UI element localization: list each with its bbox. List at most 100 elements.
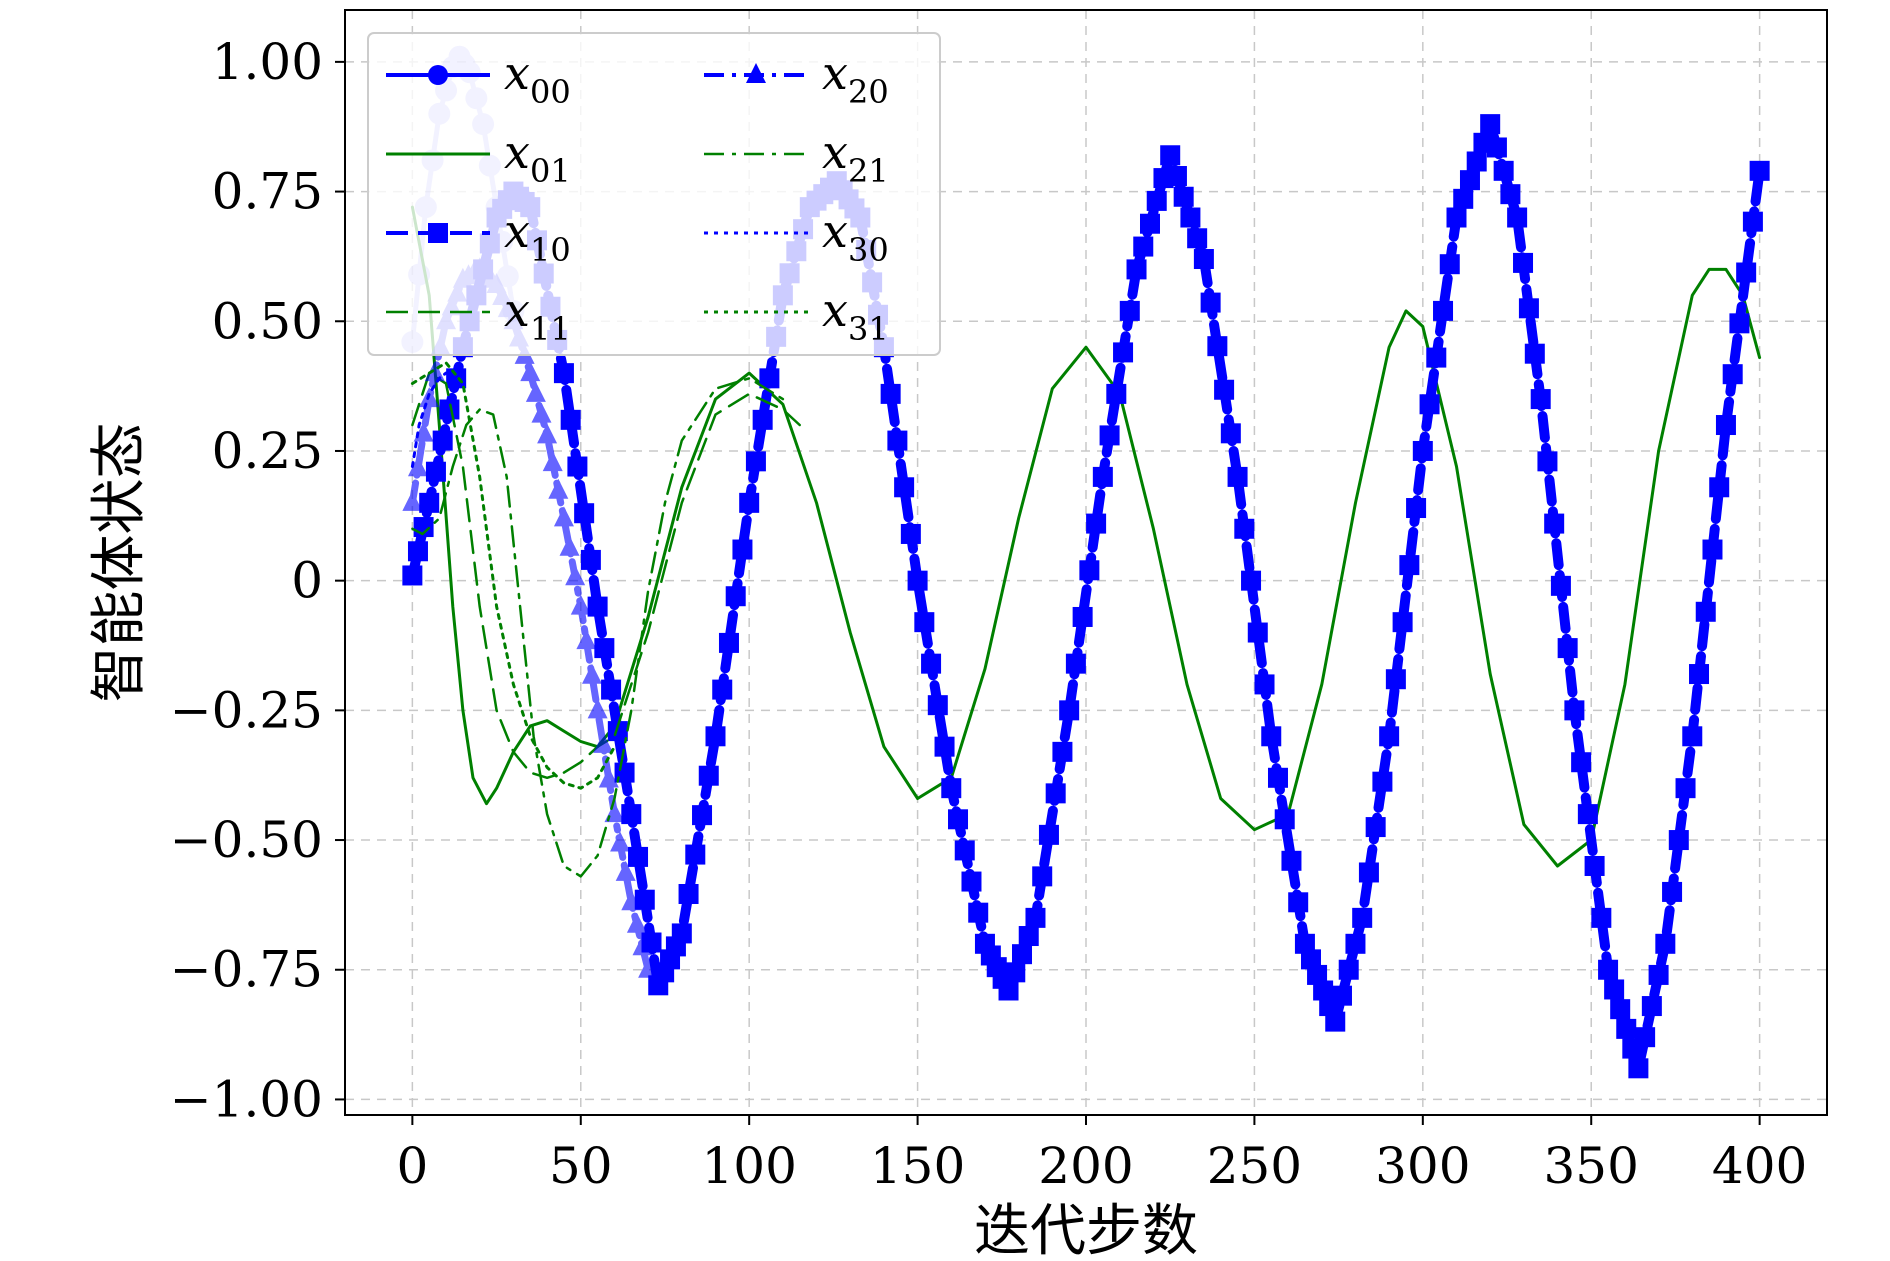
series-x10-marker [1385, 669, 1406, 690]
series-x10-marker [685, 844, 706, 865]
series-x10-marker [1133, 236, 1154, 257]
y-tick-label: 0 [291, 552, 323, 610]
legend-label: x11 [504, 283, 571, 348]
series-x10-marker [1466, 151, 1487, 172]
legend-label-base: x [504, 204, 530, 258]
series-x10-marker [1281, 850, 1302, 871]
series-x10-marker [921, 653, 942, 674]
series-x10-marker [1106, 383, 1127, 404]
legend-entry-x31: x31 [704, 283, 889, 348]
legend-label-subscript: 21 [848, 152, 889, 190]
series-x10-marker [1313, 980, 1334, 1001]
series-x10-marker [1399, 555, 1420, 576]
legend-label-subscript: 01 [530, 152, 571, 190]
series-x10-marker [553, 363, 574, 384]
series-x10-marker [425, 461, 446, 482]
series-x10-marker [1220, 423, 1241, 444]
series-x10-marker [1045, 783, 1066, 804]
series-x10-marker [1486, 137, 1507, 158]
series-x10-marker [1352, 907, 1373, 928]
series-x10-marker [1345, 933, 1366, 954]
legend-label-base: x [822, 283, 848, 337]
legend-label: x20 [822, 46, 889, 111]
series-x10-marker [1099, 425, 1120, 446]
y-axis-title: 智能体状态 [87, 423, 152, 703]
x-tick-label: 0 [396, 1137, 428, 1195]
series-x10-marker [968, 902, 989, 923]
series-x10-marker [1749, 160, 1770, 181]
series-x10-marker [1072, 606, 1093, 627]
series-x20-marker [626, 912, 647, 933]
series-x10-marker [1500, 184, 1521, 205]
series-x10-marker [1530, 389, 1551, 410]
y-tick-label: −0.50 [170, 811, 323, 869]
series-x10-marker [1616, 1018, 1637, 1039]
series-x10-marker [419, 492, 440, 513]
series-x10-marker [1493, 160, 1514, 181]
series-x10-marker [1439, 254, 1460, 275]
y-tick-label: 0.25 [212, 422, 323, 480]
series-x10-marker [1571, 752, 1592, 773]
series-x30 [410, 371, 448, 468]
series-x20-marker [615, 860, 636, 881]
series-x10-marker [1412, 440, 1433, 461]
series-x10-marker [1288, 892, 1309, 913]
series-x10-marker [759, 368, 780, 389]
series-x10-marker [1214, 379, 1235, 400]
x-tick-label: 400 [1712, 1137, 1807, 1195]
series-x10-marker [1406, 498, 1427, 519]
legend-entry-x01: x01 [386, 125, 571, 190]
series-x10-marker [1518, 298, 1539, 319]
legend-label-subscript: 10 [530, 231, 571, 269]
series-x10-marker [407, 541, 428, 562]
x-tick-label: 350 [1544, 1137, 1639, 1195]
series-x10-marker [1325, 1011, 1346, 1032]
legend-box [367, 32, 941, 356]
series-x10-marker [1234, 518, 1255, 539]
legend-label-base: x [504, 46, 530, 100]
series-x10-marker [1365, 817, 1386, 838]
series-x20-marker [582, 663, 602, 684]
legend-entry-x11: x11 [386, 283, 571, 348]
series-x10-marker [712, 679, 733, 700]
series-x10-marker [1675, 778, 1696, 799]
series-x10-marker [1247, 622, 1268, 643]
series-x10-marker [1564, 700, 1585, 721]
series-x10-marker [678, 884, 699, 904]
series-x10-marker [1446, 207, 1467, 228]
series-x10-marker [1379, 726, 1400, 747]
legend-swatch-marker [746, 63, 766, 83]
series-x10-marker [1641, 996, 1662, 1017]
series-x10-marker [1459, 170, 1480, 191]
series-x10-marker [698, 765, 719, 786]
series-x20-marker [598, 767, 619, 788]
series-x10-marker [692, 805, 713, 826]
series-x20-marker [402, 490, 423, 511]
series-x10-marker [1261, 726, 1282, 747]
series-x10-marker [880, 383, 901, 404]
series-x10-marker [1537, 451, 1558, 472]
series-x10-marker [732, 539, 753, 560]
series-line-x31 [410, 361, 616, 790]
y-tick-label: −0.25 [170, 681, 323, 739]
x-tick-label: 100 [701, 1137, 796, 1195]
series-x20-marker [610, 831, 631, 852]
x-tick-label: 150 [870, 1137, 965, 1195]
legend-entry-x21: x21 [704, 125, 889, 190]
series-x10-marker [567, 456, 588, 477]
series-x10-marker [1300, 949, 1321, 970]
legend-label-subscript: 31 [848, 310, 889, 348]
series-x10-marker [1550, 575, 1571, 596]
series-x10-marker [601, 679, 622, 700]
series-x10-marker [1722, 364, 1743, 385]
series-x10-marker [1065, 653, 1086, 674]
series-x20-marker [632, 935, 653, 956]
series-x20-marker [638, 957, 659, 978]
series-x20-marker [424, 361, 445, 382]
series-x10-marker [1126, 259, 1147, 280]
series-x20-marker [565, 565, 586, 586]
legend-entry-x10: x10 [386, 204, 571, 269]
series-x10-marker [887, 430, 908, 451]
legend-label-subscript: 20 [848, 73, 889, 111]
